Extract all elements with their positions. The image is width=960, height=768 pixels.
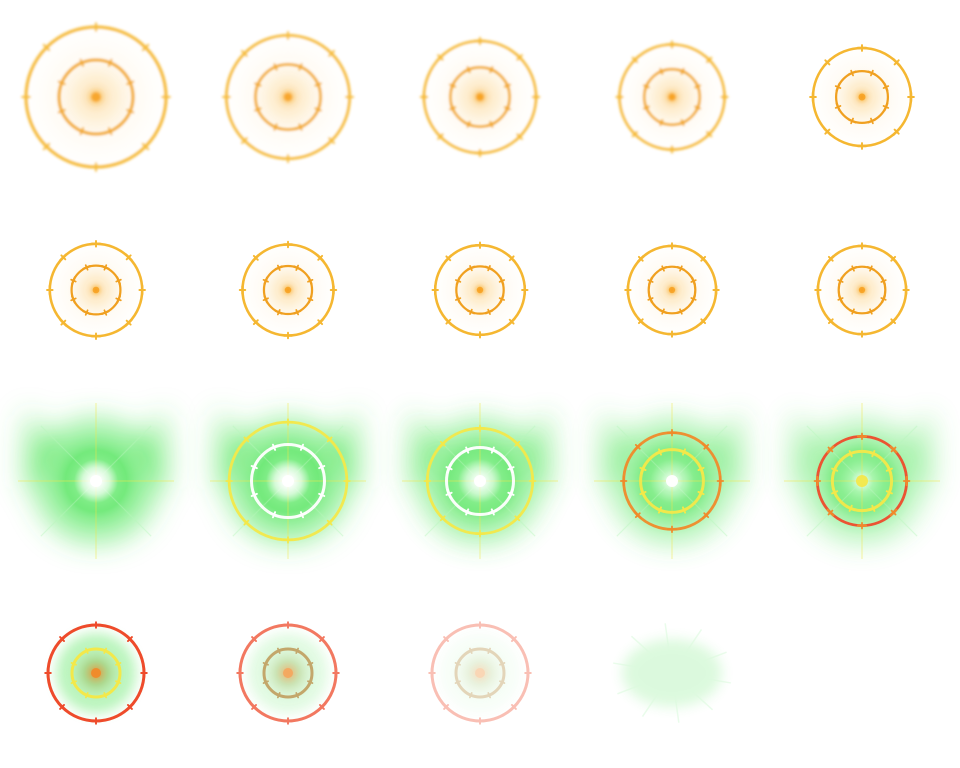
frame-12 (210, 403, 366, 559)
frame-11 (18, 403, 174, 559)
frame-18 (428, 621, 532, 725)
frame-10 (814, 242, 910, 338)
frame-9 (624, 242, 720, 338)
frame-7 (238, 240, 338, 340)
frame-15 (784, 403, 940, 559)
frame-5 (809, 44, 915, 150)
frame-14 (594, 403, 750, 559)
frame-3 (419, 36, 541, 158)
frame-19 (613, 623, 731, 723)
frame-6 (46, 240, 146, 340)
frame-16 (44, 621, 148, 725)
frame-17 (236, 621, 340, 725)
frame-2 (221, 30, 355, 164)
frame-4 (615, 40, 729, 154)
frame-8 (431, 241, 529, 339)
frame-13 (402, 403, 558, 559)
frame-1 (21, 22, 171, 172)
